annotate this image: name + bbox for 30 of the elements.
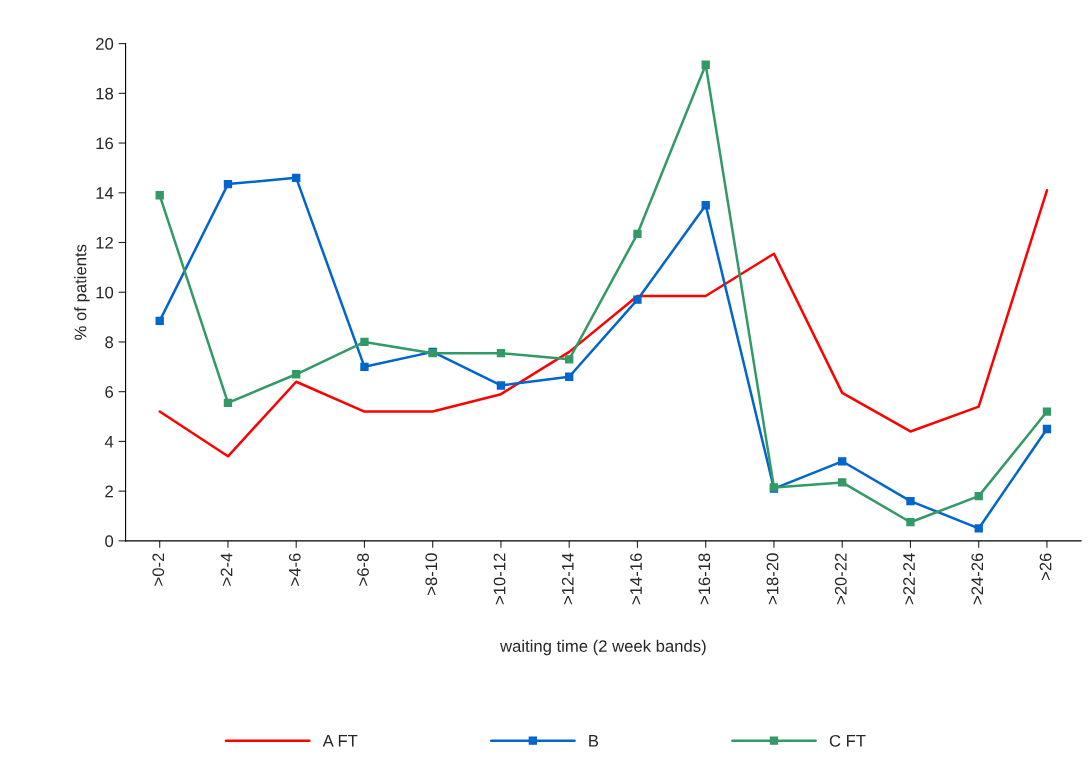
legend-label: B: [589, 735, 599, 747]
x-tick-label: >26: [1039, 553, 1052, 581]
x-tick-label: >6-8: [357, 553, 369, 586]
y-tick-label: 16: [96, 137, 114, 150]
x-tick-label: >22-24: [903, 553, 915, 605]
x-axis-title: waiting time (2 week bands): [500, 639, 706, 656]
y-tick-label: 4: [104, 435, 114, 448]
y-tick-label: 14: [96, 187, 114, 199]
x-tick-label: >18-20: [766, 553, 779, 605]
y-tick-label: 20: [96, 38, 114, 50]
y-axis-title: % of patients: [74, 244, 90, 340]
x-tick-label: >24-26: [971, 553, 984, 605]
y-tick-label: 10: [96, 286, 114, 299]
y-tick-label: 8: [105, 336, 114, 349]
x-tick-label: >8-10: [425, 553, 438, 595]
legend-label: A FT: [322, 735, 358, 747]
x-tick-label: >2-4: [220, 553, 233, 586]
y-tick-label: 2: [105, 485, 113, 498]
x-tick-label: >0-2: [152, 553, 165, 586]
x-tick-label: >14-16: [630, 553, 642, 605]
y-tick-label: 6: [105, 386, 114, 398]
legend-label: C FT: [829, 734, 866, 747]
x-tick-label: >10-12: [493, 553, 506, 605]
x-tick-label: >16-18: [698, 553, 711, 605]
x-tick-label: >20-22: [834, 553, 847, 605]
x-tick-label: >4-6: [288, 553, 301, 586]
y-tick-label: 0: [105, 535, 114, 548]
y-tick-label: 12: [96, 236, 113, 249]
y-tick-label: 18: [96, 87, 114, 100]
x-tick-label: >12-14: [561, 553, 574, 605]
